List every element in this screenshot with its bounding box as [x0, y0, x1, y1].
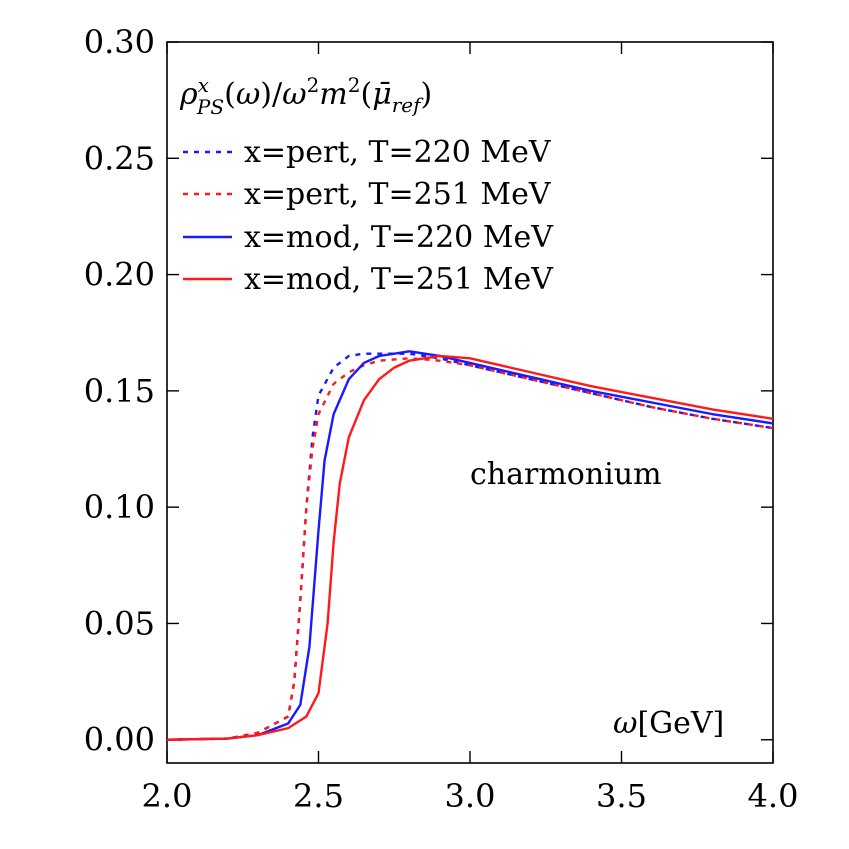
- legend-title: ρx PS(ω)/ω2m2(μ̄ref): [179, 73, 432, 119]
- series-line-1: [166, 352, 774, 741]
- x-tick-label: 2.0: [142, 777, 193, 815]
- series-line-2: [166, 357, 774, 741]
- y-tick-label: 0.15: [84, 372, 155, 410]
- legend-label: x=pert, T=220 MeV: [244, 135, 552, 170]
- x-tick-label: 3.5: [596, 777, 647, 815]
- series-line-3: [166, 350, 774, 741]
- axis-ticks: 2.0 2.5 3.0 3.5 4.0 0.00 0.05 0.10 0.15 0.20 0.25 0…: [84, 23, 799, 815]
- annotation-charmonium: charmonium: [470, 457, 662, 492]
- legend-label: x=mod, T=251 MeV: [244, 262, 554, 297]
- x-tick-label: 4.0: [748, 777, 799, 815]
- x-axis-label: ω[GeV]: [613, 706, 724, 741]
- y-tick-label: 0.10: [84, 488, 155, 526]
- legend-label: x=pert, T=251 MeV: [244, 177, 552, 212]
- y-tick-label: 0.05: [84, 604, 155, 642]
- series-layer: [166, 350, 774, 741]
- legend-label: x=mod, T=220 MeV: [244, 220, 554, 255]
- x-tick-label: 3.0: [445, 777, 496, 815]
- y-tick-label: 0.00: [84, 721, 155, 759]
- y-tick-label: 0.30: [84, 23, 155, 61]
- series-line-4: [166, 354, 774, 741]
- x-tick-label: 2.5: [293, 777, 344, 815]
- y-tick-label: 0.20: [84, 256, 155, 294]
- y-tick-label: 0.25: [84, 139, 155, 177]
- legend: x=pert, T=220 MeV x=pert, T=251 MeV x=mod,…: [183, 135, 554, 297]
